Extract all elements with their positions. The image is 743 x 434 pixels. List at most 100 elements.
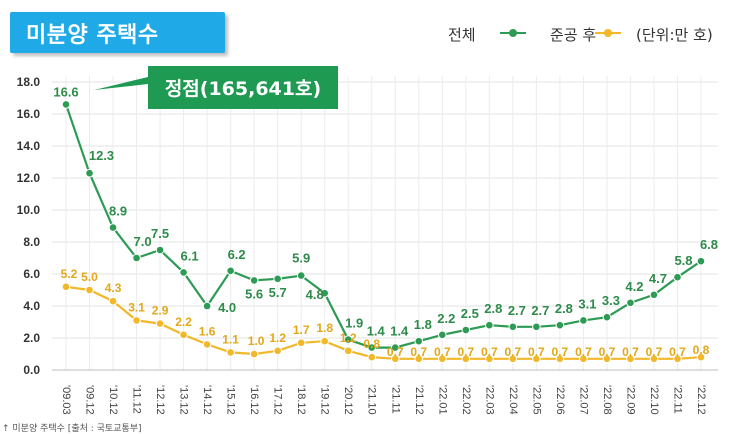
point-total (602, 312, 612, 322)
data-label-completed: 0.7 (669, 345, 686, 359)
unit-label: (단위:만 호) (636, 26, 713, 44)
data-label-completed: 0.7 (387, 345, 404, 359)
point-completed (132, 316, 141, 325)
point-total (696, 256, 706, 266)
point-completed (108, 296, 118, 306)
data-label-completed: 0.7 (575, 345, 592, 359)
x-tick-label: '17.12 (272, 385, 284, 415)
data-label-total: 12.3 (89, 148, 114, 163)
point-total (179, 268, 188, 277)
y-tick-label: 6.0 (23, 267, 40, 281)
data-label-total: 6.1 (181, 248, 199, 263)
point-total (296, 271, 306, 280)
data-label-completed: 0.7 (434, 345, 451, 359)
data-label-completed: 2.9 (152, 304, 169, 318)
y-tick-label: 8.0 (23, 235, 40, 249)
data-label-total: 5.6 (245, 286, 263, 301)
point-completed (555, 354, 565, 364)
point-total (273, 274, 282, 284)
x-tick-label: '09.03 (60, 385, 72, 415)
x-tick-label: '12.12 (154, 385, 166, 415)
callout-box (94, 66, 338, 109)
point-total (414, 336, 424, 346)
point-total (579, 316, 588, 325)
data-label-completed: 1.1 (222, 332, 239, 346)
x-tick-label: '21.11 (389, 385, 401, 414)
legend-marker-completed (604, 29, 612, 37)
point-completed (226, 348, 235, 357)
point-completed (179, 330, 188, 340)
data-label-completed: 0.7 (646, 345, 663, 359)
y-tick-label: 12.0 (17, 171, 41, 185)
chart-title: 미분양 주택수 (26, 22, 159, 48)
source-note: ↑ 미분양 주택수 [출처 : 국토교통부] (2, 424, 142, 434)
point-total (226, 266, 235, 276)
point-total (108, 223, 118, 232)
data-label-completed: 5.0 (81, 270, 98, 284)
data-label-total: 5.7 (269, 285, 287, 300)
point-completed (579, 354, 588, 364)
x-tick-label: '18.12 (295, 385, 307, 415)
x-tick-label: '22.04 (507, 385, 519, 415)
y-tick-label: 2.0 (23, 331, 40, 345)
x-tick-label: '22.10 (648, 385, 660, 415)
data-label-total: 1.4 (390, 324, 409, 339)
legend-completed-label: 준공 후 (550, 26, 597, 44)
point-completed (602, 354, 612, 364)
point-completed (673, 354, 682, 364)
point-completed (249, 349, 259, 359)
point-total (367, 343, 377, 352)
legend-marker-total (509, 29, 517, 37)
legend-completed: 준공 후 (550, 24, 596, 45)
point-total (626, 298, 635, 308)
x-tick-label: '11.12 (131, 385, 143, 414)
data-label-completed: 0.7 (481, 345, 498, 359)
point-completed (61, 282, 71, 292)
point-total (155, 245, 165, 255)
data-label-total: 4.2 (625, 279, 643, 294)
point-total (343, 335, 353, 344)
x-tick-label: '19.12 (319, 385, 331, 415)
point-completed (508, 354, 518, 364)
point-completed (390, 354, 400, 364)
point-total (132, 253, 141, 263)
data-label-total: 4.7 (649, 271, 667, 286)
legend-unit: (단위:만 호) (636, 24, 713, 45)
data-label-total: 1.4 (367, 324, 386, 339)
point-total (390, 343, 400, 352)
data-label-total: 1.8 (414, 317, 432, 332)
y-tick-label: 0.0 (23, 363, 40, 377)
point-completed (296, 338, 306, 348)
data-label-completed: 5.2 (61, 267, 78, 281)
data-label-completed: 0.7 (528, 345, 545, 359)
point-total (85, 168, 94, 178)
x-tick-label: '22.08 (601, 385, 613, 415)
point-completed (273, 346, 282, 356)
x-tick-label: '14.12 (201, 385, 213, 415)
data-label-total: 3.1 (578, 296, 596, 311)
data-label-completed: 4.3 (105, 281, 122, 295)
data-label-total: 4.8 (306, 287, 324, 302)
point-total (320, 288, 330, 298)
data-label-total: 2.8 (484, 301, 502, 316)
point-total (437, 330, 447, 340)
y-tick-label: 16.0 (17, 107, 41, 121)
data-label-completed: 1.8 (316, 321, 333, 335)
data-label-completed: 0.7 (457, 345, 474, 359)
point-completed (85, 285, 94, 295)
y-tick-label: 18.0 (17, 75, 41, 89)
x-tick-label: '16.12 (248, 385, 260, 415)
point-completed (461, 354, 471, 364)
data-label-total: 6.2 (228, 247, 246, 262)
point-total (485, 320, 494, 330)
point-completed (155, 319, 165, 328)
data-label-completed: 0.7 (622, 345, 639, 359)
data-label-completed: 0.7 (505, 345, 522, 359)
x-tick-label: '21.10 (366, 385, 378, 415)
point-total (249, 276, 259, 285)
point-completed (696, 352, 706, 362)
point-completed (414, 354, 424, 364)
x-tick-label: '09.12 (84, 385, 96, 415)
point-completed (343, 346, 353, 356)
point-total (532, 322, 541, 332)
